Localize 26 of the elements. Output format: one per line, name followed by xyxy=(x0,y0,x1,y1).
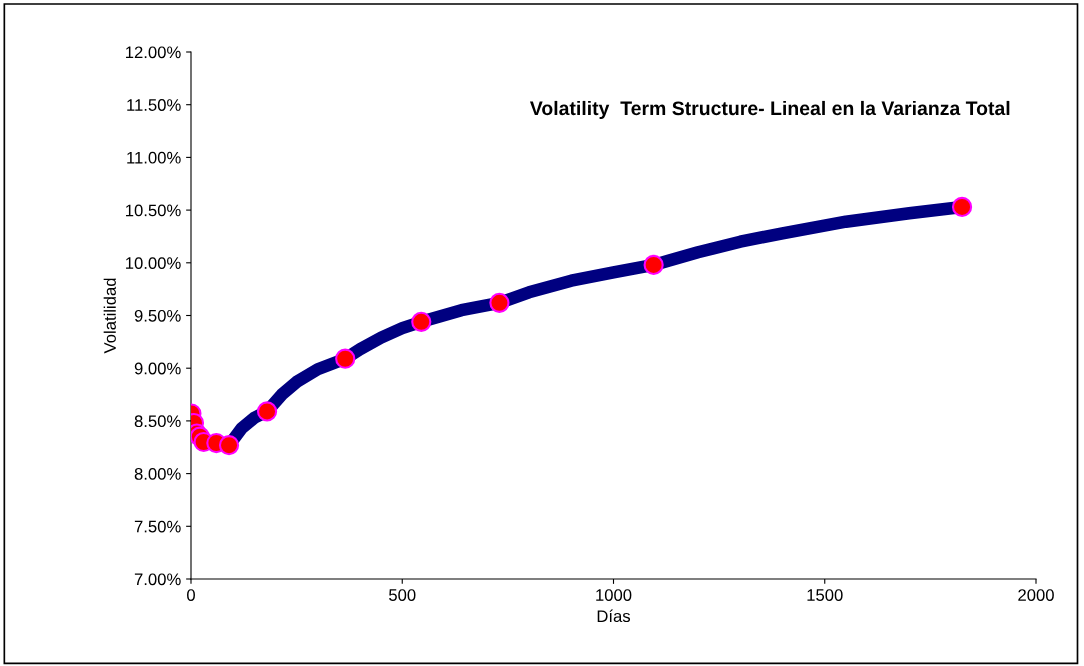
y-axis-title: Volatilidad xyxy=(103,278,116,354)
y-tick-label: 11.00% xyxy=(127,151,181,164)
y-tick-label: 8.00% xyxy=(134,468,181,480)
y-tick-label: 10.00% xyxy=(126,257,181,269)
x-tick-label: 2000 xyxy=(1018,589,1054,601)
point xyxy=(643,254,664,275)
point xyxy=(951,196,973,218)
x-tick-label: 1000 xyxy=(596,589,632,601)
y-tick-label: 11.50% xyxy=(127,99,181,111)
point xyxy=(335,348,356,369)
x-axis-title: Días xyxy=(597,609,631,623)
y-tick-label: 7.00% xyxy=(134,573,181,586)
y-tick-label: 9.00% xyxy=(134,362,181,375)
point xyxy=(256,401,278,422)
point xyxy=(411,311,432,332)
y-tick-label: 8.50% xyxy=(134,415,181,428)
y-tick-label: 12.00% xyxy=(126,46,181,59)
x-tick-label: 500 xyxy=(389,589,416,601)
text: Volatility Term Structure- Lineal en la Varianza Total xyxy=(529,100,1010,120)
y-tick-label: 7.50% xyxy=(134,520,181,533)
x-tick-label: 1500 xyxy=(807,589,843,601)
point xyxy=(489,292,510,313)
x-tick-label: 0 xyxy=(187,589,195,601)
y-tick-label: 10.50% xyxy=(126,204,181,217)
point xyxy=(218,435,240,456)
y-tick-label: 9.50% xyxy=(134,309,181,322)
